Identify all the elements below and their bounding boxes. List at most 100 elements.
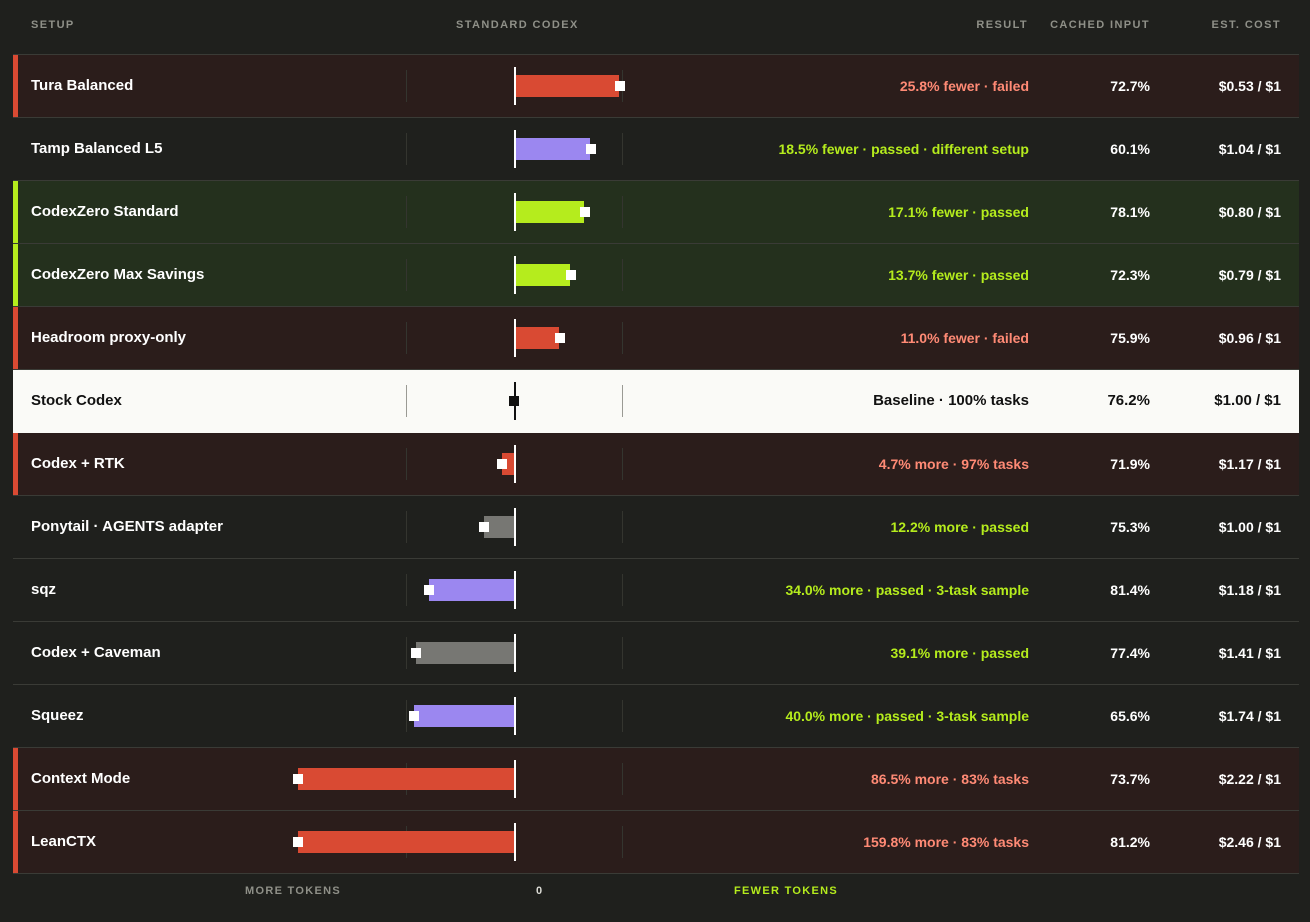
token-delta-bar bbox=[515, 201, 584, 223]
row-result: 40.0% more · passed · 3-task sample bbox=[785, 708, 1029, 724]
zero-axis-line bbox=[514, 445, 516, 483]
value-marker bbox=[293, 774, 303, 784]
row-result: 12.2% more · passed bbox=[890, 519, 1029, 535]
status-accent bbox=[13, 433, 18, 495]
axis-guide-right bbox=[622, 826, 623, 858]
zero-axis-line bbox=[514, 508, 516, 546]
axis-guide-left bbox=[406, 511, 407, 543]
table-row: Codex + Caveman 39.1% more · passed 77.4% $… bbox=[13, 622, 1299, 685]
row-est-cost: $0.79 / $1 bbox=[1218, 267, 1281, 283]
header-cached-input: CACHED INPUT bbox=[1050, 19, 1150, 31]
row-setup-name: Ponytail · AGENTS adapter bbox=[31, 518, 223, 535]
axis-guide-left bbox=[406, 385, 407, 417]
row-cached-input: 81.2% bbox=[1110, 834, 1150, 850]
value-marker bbox=[585, 144, 596, 154]
table-row: Headroom proxy-only 11.0% fewer · failed 7… bbox=[13, 307, 1299, 370]
row-est-cost: $0.53 / $1 bbox=[1218, 78, 1281, 94]
row-est-cost: $1.74 / $1 bbox=[1218, 708, 1281, 724]
value-marker bbox=[409, 711, 420, 721]
axis-guide-right bbox=[622, 448, 623, 480]
row-result: 17.1% fewer · passed bbox=[888, 204, 1029, 220]
row-result: 159.8% more · 83% tasks bbox=[863, 834, 1029, 850]
row-cached-input: 75.3% bbox=[1110, 519, 1150, 535]
value-marker bbox=[424, 585, 435, 595]
axis-guide-right bbox=[622, 259, 623, 291]
row-cached-input: 75.9% bbox=[1110, 330, 1150, 346]
value-marker bbox=[497, 459, 508, 469]
token-delta-bar bbox=[515, 138, 590, 160]
table-row: CodexZero Max Savings 13.7% fewer · passe… bbox=[13, 244, 1299, 307]
row-setup-name: Tamp Balanced L5 bbox=[31, 140, 163, 157]
axis-label-fewer-tokens: FEWER TOKENS bbox=[734, 885, 839, 897]
row-result: 4.7% more · 97% tasks bbox=[878, 456, 1029, 472]
table-row: LeanCTX 159.8% more · 83% tasks 81.2% $2.46… bbox=[13, 811, 1299, 874]
row-est-cost: $1.17 / $1 bbox=[1218, 456, 1281, 472]
axis-label-more-tokens: MORE TOKENS bbox=[245, 885, 341, 897]
zero-axis-line bbox=[514, 697, 516, 735]
value-marker bbox=[615, 81, 625, 91]
axis-guide-right bbox=[622, 574, 623, 606]
row-cached-input: 72.3% bbox=[1110, 267, 1150, 283]
table-row: Tamp Balanced L5 18.5% fewer · passed · d… bbox=[13, 118, 1299, 181]
table-row: Squeez 40.0% more · passed · 3-task sampl… bbox=[13, 685, 1299, 748]
token-delta-bar bbox=[298, 768, 514, 790]
row-est-cost: $1.00 / $1 bbox=[1218, 519, 1281, 535]
row-est-cost: $1.41 / $1 bbox=[1218, 645, 1281, 661]
row-result: 39.1% more · passed bbox=[890, 645, 1029, 661]
row-setup-name: Headroom proxy-only bbox=[31, 329, 187, 346]
table-row: Stock Codex Baseline · 100% tasks 76.2% $1.… bbox=[13, 370, 1299, 433]
row-result: 34.0% more · passed · 3-task sample bbox=[785, 582, 1029, 598]
zero-axis-line bbox=[514, 193, 516, 231]
token-delta-bar bbox=[515, 75, 619, 97]
row-cached-input: 81.4% bbox=[1110, 582, 1150, 598]
zero-axis-line bbox=[514, 67, 516, 105]
row-result: 86.5% more · 83% tasks bbox=[871, 771, 1029, 787]
token-delta-bar bbox=[483, 516, 514, 538]
header-standard-codex: STANDARD CODEX bbox=[456, 19, 579, 31]
table-row: sqz 34.0% more · passed · 3-task sample 81… bbox=[13, 559, 1299, 622]
axis-guide-left bbox=[406, 700, 407, 732]
row-cached-input: 73.7% bbox=[1110, 771, 1150, 787]
axis-guide-right bbox=[622, 637, 623, 669]
row-result: 25.8% fewer · failed bbox=[899, 78, 1029, 94]
row-result: 13.7% fewer · passed bbox=[888, 267, 1029, 283]
row-setup-name: Squeez bbox=[31, 707, 84, 724]
axis-guide-right bbox=[622, 322, 623, 354]
axis-guide-left bbox=[406, 196, 407, 228]
header-est-cost: EST. COST bbox=[1211, 19, 1281, 31]
row-est-cost: $2.22 / $1 bbox=[1218, 771, 1281, 787]
header-setup: SETUP bbox=[31, 19, 75, 31]
status-accent bbox=[13, 181, 18, 243]
value-marker bbox=[478, 522, 489, 532]
row-est-cost: $1.04 / $1 bbox=[1218, 141, 1281, 157]
status-accent bbox=[13, 244, 18, 306]
axis-guide-right bbox=[622, 511, 623, 543]
row-setup-name: Context Mode bbox=[31, 770, 131, 787]
axis-guide-right bbox=[622, 763, 623, 795]
row-cached-input: 77.4% bbox=[1110, 645, 1150, 661]
row-setup-name: CodexZero Max Savings bbox=[31, 266, 205, 283]
axis-guide-left bbox=[406, 259, 407, 291]
status-accent bbox=[13, 811, 18, 873]
value-marker bbox=[579, 207, 590, 217]
axis-guide-right bbox=[622, 385, 623, 417]
token-delta-bar bbox=[429, 579, 514, 601]
table-row: Codex + RTK 4.7% more · 97% tasks 71.9% $1.… bbox=[13, 433, 1299, 496]
row-cached-input: 65.6% bbox=[1110, 708, 1150, 724]
zero-axis-line bbox=[514, 760, 516, 798]
row-result: 11.0% fewer · failed bbox=[900, 330, 1029, 346]
value-marker bbox=[293, 837, 303, 847]
axis-guide-right bbox=[622, 133, 623, 165]
axis-guide-left bbox=[406, 70, 407, 102]
row-result: 18.5% fewer · passed · different setup bbox=[778, 141, 1029, 157]
zero-axis-line bbox=[514, 823, 516, 861]
row-cached-input: 78.1% bbox=[1110, 204, 1150, 220]
token-delta-bar bbox=[515, 264, 571, 286]
row-setup-name: Tura Balanced bbox=[31, 77, 134, 94]
axis-guide-right bbox=[622, 196, 623, 228]
value-marker bbox=[411, 648, 422, 658]
value-marker bbox=[566, 270, 577, 280]
status-accent bbox=[13, 748, 18, 810]
row-result: Baseline · 100% tasks bbox=[873, 392, 1029, 409]
zero-axis-line bbox=[514, 319, 516, 357]
